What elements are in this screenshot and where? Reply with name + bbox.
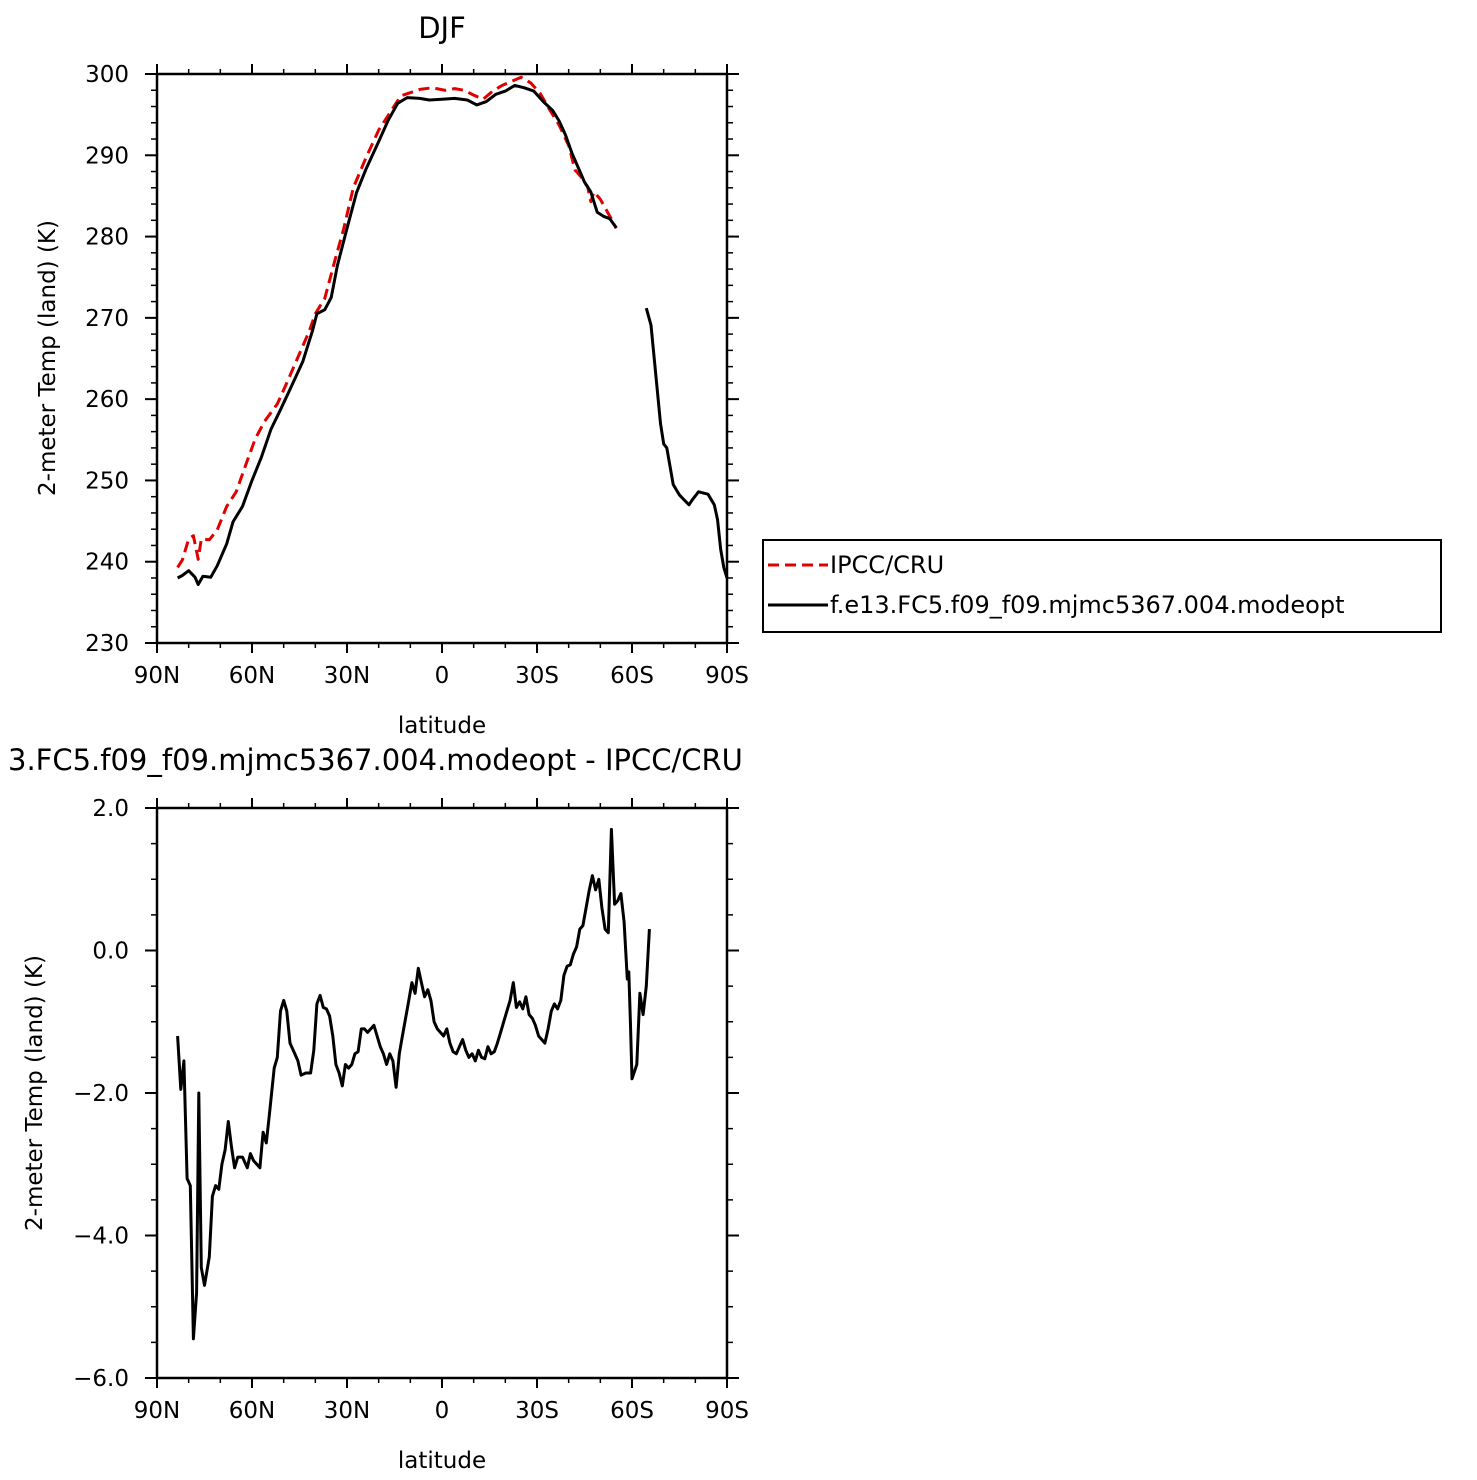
bottom-chart-title: 3.FC5.f09_f09.mjmc5367.004.modeopt - IPC… <box>8 743 743 777</box>
top-chart-title: DJF <box>418 11 466 45</box>
bottom-y-axis-label: 2-meter Temp (land) (K) <box>22 955 48 1231</box>
bottom-y-tick-label: −4.0 <box>73 1224 129 1250</box>
top-x-tick-label: 30S <box>515 663 559 689</box>
bottom-x-tick-label: 0 <box>435 1398 450 1424</box>
top-y-tick-label: 240 <box>85 550 129 576</box>
top-y-tick-label: 250 <box>85 468 129 494</box>
bottom-x-tick-label: 90N <box>134 1398 180 1424</box>
bottom-x-tick-label: 30S <box>515 1398 559 1424</box>
legend-box <box>762 539 1442 633</box>
top-series-0-line <box>176 75 618 569</box>
top-plot-area: 90N 60N 30N 0 30S 60S 90S 230 240 250 260 270 280 290… <box>85 62 749 689</box>
bottom-plot-area: 90N 60N 30N 0 30S 60S 90S −6.0 −4.0 −2.0 0.0 2.0 <box>73 796 749 1424</box>
top-series-1-line-segment-1 <box>644 307 729 579</box>
top-y-axis-label: 2-meter Temp (land) (K) <box>35 220 61 496</box>
legend: IPCC/CRU f.e13.FC5.f09_f09.mjmc5367.004.… <box>762 539 1442 633</box>
legend-label-model: f.e13.FC5.f09_f09.mjmc5367.004.modeopt <box>830 591 1345 619</box>
top-y-tick-label: 300 <box>85 62 129 88</box>
bottom-y-tick-label: 0.0 <box>92 939 129 965</box>
bottom-plot-frame <box>155 806 729 1380</box>
top-y-tick-label: 230 <box>85 631 129 657</box>
bottom-chart-panel: 3.FC5.f09_f09.mjmc5367.004.modeopt - IPC… <box>8 743 749 1474</box>
top-y-tick-label: 280 <box>85 225 129 251</box>
top-y-tick-label: 290 <box>85 143 129 169</box>
legend-label-ipcc-cru: IPCC/CRU <box>830 551 944 579</box>
bottom-y-tick-label: −2.0 <box>73 1081 129 1107</box>
bottom-y-tick-label: −6.0 <box>73 1366 129 1392</box>
top-series-1-line-segment-0 <box>176 83 618 586</box>
bottom-x-tick-label: 60S <box>610 1398 654 1424</box>
top-x-tick-label: 30N <box>324 663 370 689</box>
top-x-tick-label: 90S <box>705 663 749 689</box>
top-x-tick-label: 90N <box>134 663 180 689</box>
bottom-series-0-line <box>176 827 651 1341</box>
top-plot-frame <box>155 72 729 645</box>
top-x-tick-label: 0 <box>435 663 450 689</box>
top-x-tick-label: 60S <box>610 663 654 689</box>
bottom-x-axis-label: latitude <box>398 1448 486 1474</box>
bottom-x-tick-label: 30N <box>324 1398 370 1424</box>
top-y-tick-label: 260 <box>85 387 129 413</box>
bottom-x-tick-label: 60N <box>229 1398 275 1424</box>
bottom-y-tick-label: 2.0 <box>92 796 129 822</box>
top-chart-panel: DJF 90N 60N 30N 0 30S 60S 90S 230 240 250 260 270 28… <box>35 11 749 739</box>
top-x-axis-label: latitude <box>398 713 486 739</box>
bottom-x-tick-label: 90S <box>705 1398 749 1424</box>
top-y-tick-label: 270 <box>85 306 129 332</box>
top-x-tick-label: 60N <box>229 663 275 689</box>
